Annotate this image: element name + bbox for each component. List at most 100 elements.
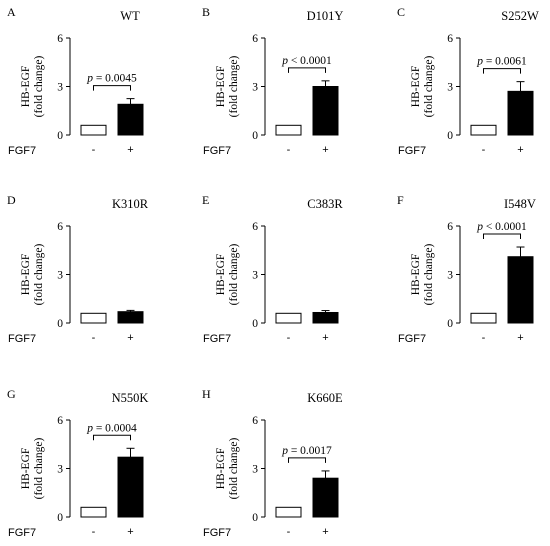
x-axis-label: FGF7 (203, 527, 231, 539)
bar (117, 103, 144, 136)
x-tick-label: + (127, 526, 133, 538)
y-tick-label: 6 (252, 221, 258, 233)
y-axis-label: HB-EGF(fold change) (215, 56, 240, 118)
y-tick-label: 0 (252, 130, 258, 142)
panel-title: C383R (307, 197, 343, 211)
y-tick-label: 6 (252, 33, 258, 45)
panel-title: K660E (307, 391, 343, 405)
p-value-label: p < 0.0001 (281, 55, 332, 67)
bar (275, 506, 302, 518)
y-tick-label: 0 (447, 318, 453, 330)
panel-title: I548V (504, 197, 536, 211)
bar (312, 86, 339, 136)
panel-title: N550K (112, 391, 149, 405)
y-axis-label: HB-EGF(fold change) (20, 56, 45, 118)
significance-bracket (93, 85, 131, 91)
x-axis-label: FGF7 (203, 333, 231, 345)
p-value-label: p = 0.0045 (86, 73, 137, 85)
panel-letter: G (7, 387, 16, 401)
y-tick-label: 3 (252, 464, 258, 476)
x-tick-label: - (287, 526, 291, 538)
p-value-label: p < 0.0001 (476, 221, 527, 233)
x-tick-label: + (517, 332, 523, 344)
y-axis-label: HB-EGF(fold change) (410, 244, 435, 306)
panel-title: K310R (112, 197, 149, 211)
panel-letter: B (202, 5, 210, 19)
y-tick-label: 0 (252, 318, 258, 330)
panel-letter: E (202, 193, 209, 207)
y-tick-label: 0 (57, 318, 63, 330)
y-axis-label: HB-EGF(fold change) (215, 244, 240, 306)
y-tick-label: 6 (57, 33, 63, 45)
chart-panel-d: D K310R 0 3 6 HB-EGF(fold change) - + FGF7 (7, 193, 149, 345)
y-tick-label: 6 (447, 33, 453, 45)
x-tick-label: - (92, 332, 96, 344)
x-tick-label: - (287, 144, 291, 156)
x-tick-label: - (482, 332, 486, 344)
x-tick-label: + (127, 144, 133, 156)
significance-bracket (288, 67, 326, 73)
bar (80, 506, 107, 518)
bar (275, 124, 302, 136)
y-tick-label: 3 (447, 270, 453, 282)
bar (117, 311, 144, 324)
y-axis-label: HB-EGF(fold change) (20, 438, 45, 500)
significance-bracket (483, 233, 521, 240)
panel-letter: A (7, 5, 16, 19)
bar (312, 477, 339, 518)
chart-panel-e: E C383R 0 3 6 HB-EGF(fold change) - + FGF7 (202, 193, 343, 345)
y-tick-label: 0 (252, 512, 258, 524)
x-tick-label: - (92, 144, 96, 156)
x-tick-label: - (482, 144, 486, 156)
panel-title: WT (120, 9, 140, 23)
y-tick-label: 3 (57, 464, 63, 476)
chart-panel-f: F I548V 0 3 6 HB-EGF(fold change) - + FGF7 p < 0.… (397, 193, 536, 345)
chart-panel-b: B D101Y 0 3 6 HB-EGF(fold change) - + FGF7 p < 0.… (202, 5, 343, 157)
y-tick-label: 3 (252, 82, 258, 94)
y-axis-label: HB-EGF(fold change) (410, 56, 435, 118)
bar (507, 256, 534, 324)
y-tick-label: 0 (57, 512, 63, 524)
p-value-label: p = 0.0017 (281, 445, 332, 457)
x-tick-label: + (322, 332, 328, 344)
panel-title: S252W (501, 9, 539, 23)
x-axis-label: FGF7 (398, 145, 426, 157)
significance-bracket (288, 457, 326, 463)
x-axis-label: FGF7 (8, 527, 36, 539)
x-tick-label: + (127, 332, 133, 344)
x-tick-label: + (322, 526, 328, 538)
x-axis-label: FGF7 (8, 333, 36, 345)
y-tick-label: 6 (252, 415, 258, 427)
x-tick-label: + (517, 144, 523, 156)
y-tick-label: 6 (447, 221, 453, 233)
p-value-label: p = 0.0061 (476, 56, 527, 68)
x-tick-label: - (92, 526, 96, 538)
y-tick-label: 0 (57, 130, 63, 142)
y-axis-label: HB-EGF(fold change) (20, 244, 45, 306)
x-axis-label: FGF7 (203, 145, 231, 157)
x-tick-label: - (287, 332, 291, 344)
y-tick-label: 3 (447, 82, 453, 94)
x-axis-label: FGF7 (8, 145, 36, 157)
bar (80, 312, 107, 324)
panel-letter: C (397, 5, 405, 19)
y-tick-label: 6 (57, 415, 63, 427)
chart-panel-c: C S252W 0 3 6 HB-EGF(fold change) - + FGF7 p = 0.… (397, 5, 539, 157)
significance-bracket (483, 68, 521, 74)
x-axis-label: FGF7 (398, 333, 426, 345)
y-axis-label: HB-EGF(fold change) (215, 438, 240, 500)
y-tick-label: 3 (252, 270, 258, 282)
panel-title: D101Y (307, 9, 344, 23)
chart-panel-g: G N550K 0 3 6 HB-EGF(fold change) - + FGF7 p = 0.… (7, 387, 148, 539)
bar (470, 124, 497, 136)
chart-panel-h: H K660E 0 3 6 HB-EGF(fold change) - + FGF7 p = 0.… (202, 387, 343, 539)
p-value-label: p = 0.0004 (86, 422, 137, 434)
y-tick-label: 3 (57, 82, 63, 94)
significance-bracket (93, 434, 131, 441)
bar (117, 456, 144, 518)
y-tick-label: 3 (57, 270, 63, 282)
bar (275, 312, 302, 324)
bar (507, 90, 534, 136)
bar (80, 124, 107, 136)
